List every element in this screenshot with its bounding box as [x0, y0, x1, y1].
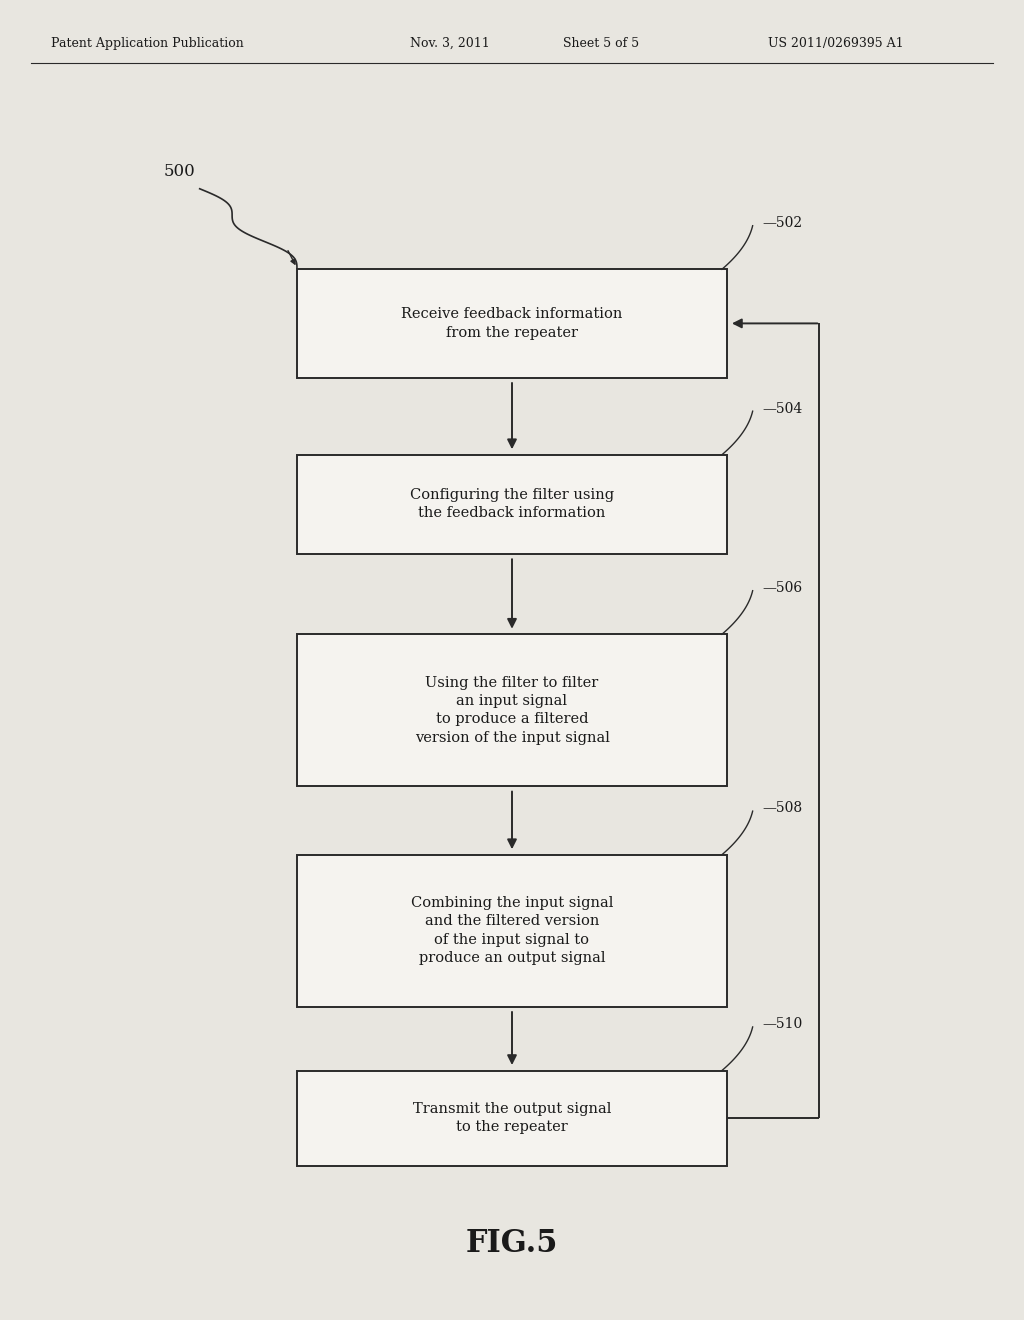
Text: —510: —510 [763, 1018, 803, 1031]
Text: Combining the input signal
and the filtered version
of the input signal to
produ: Combining the input signal and the filte… [411, 896, 613, 965]
Text: 500: 500 [163, 164, 196, 180]
Text: Configuring the filter using
the feedback information: Configuring the filter using the feedbac… [410, 488, 614, 520]
Text: —508: —508 [763, 801, 803, 816]
Bar [297, 454, 727, 554]
Text: Transmit the output signal
to the repeater: Transmit the output signal to the repeat… [413, 1102, 611, 1134]
Text: FIG.5: FIG.5 [466, 1228, 558, 1259]
Text: —506: —506 [763, 581, 803, 595]
Text: Nov. 3, 2011: Nov. 3, 2011 [410, 37, 489, 50]
Text: —504: —504 [763, 401, 803, 416]
Bar [297, 855, 727, 1006]
Text: —502: —502 [763, 216, 803, 230]
Bar [297, 1071, 727, 1166]
Text: Patent Application Publication: Patent Application Publication [51, 37, 244, 50]
Bar [297, 634, 727, 785]
Bar [297, 269, 727, 378]
Text: US 2011/0269395 A1: US 2011/0269395 A1 [768, 37, 903, 50]
Text: Using the filter to filter
an input signal
to produce a filtered
version of the : Using the filter to filter an input sign… [415, 676, 609, 744]
Text: Receive feedback information
from the repeater: Receive feedback information from the re… [401, 308, 623, 339]
Text: Sheet 5 of 5: Sheet 5 of 5 [563, 37, 639, 50]
